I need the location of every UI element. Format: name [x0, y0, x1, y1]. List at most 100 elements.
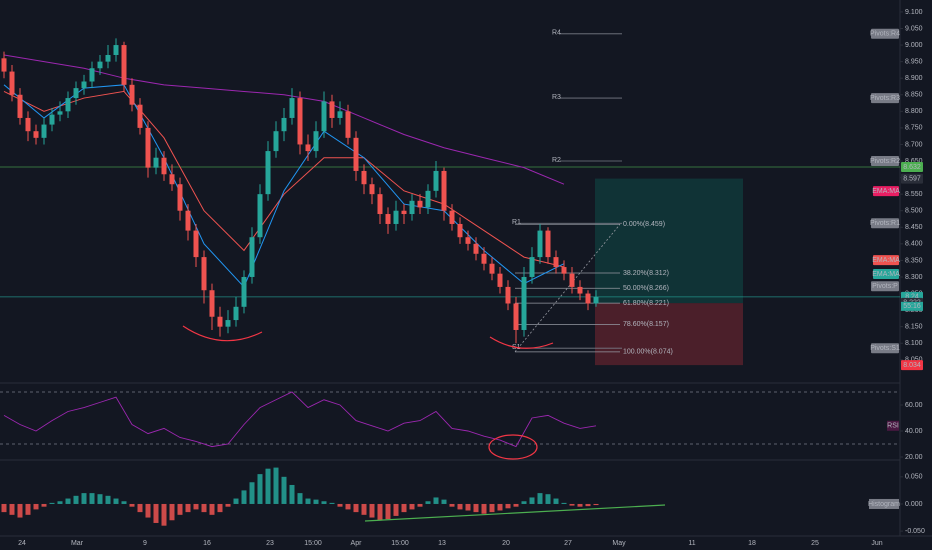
candle-body: [9, 71, 15, 95]
y-tick-label: 8.800: [905, 108, 923, 115]
annotation-arc: [489, 336, 554, 349]
countdown: 55:16: [903, 303, 921, 310]
hist-bar: [121, 501, 127, 504]
time-label: 15:00: [391, 540, 409, 547]
ema-badge: [873, 255, 899, 266]
candle-body: [273, 131, 279, 152]
time-label: 16: [203, 540, 211, 547]
candle-body: [345, 111, 351, 138]
candle-body: [121, 45, 127, 85]
price-badge-text: 8.597: [903, 175, 921, 182]
rsi-badge-text: RSI: [887, 423, 899, 430]
pivot-badge: [871, 93, 899, 104]
candle-body: [537, 230, 543, 258]
y-tick-label: 9.050: [905, 25, 923, 32]
y-tick-label: 8.400: [905, 241, 923, 248]
y-tick-label: 8.750: [905, 125, 923, 132]
time-label: 27: [564, 540, 572, 547]
time-label: 18: [748, 540, 756, 547]
candle-body: [129, 84, 135, 105]
candle-body: [305, 144, 311, 152]
pivot-badge: [871, 218, 899, 229]
candle-body: [401, 210, 407, 215]
candle-body: [289, 98, 295, 118]
fib-label: 100.00%(8.074): [623, 349, 673, 356]
hist-bar: [465, 503, 471, 511]
y-tick-label: 8.650: [905, 158, 923, 165]
candle-body: [193, 230, 199, 258]
hist-bar: [177, 503, 183, 515]
hist-bar: [585, 503, 591, 507]
candle-body: [297, 98, 303, 145]
candle-body: [409, 200, 415, 215]
hist-bar: [225, 503, 231, 507]
hist-bar: [161, 503, 167, 526]
candle-body: [185, 210, 191, 231]
candle-body: [33, 131, 39, 138]
candle-body: [465, 237, 471, 244]
ma-line: [3, 90, 565, 268]
pivot-name: R1: [512, 219, 521, 226]
y-tick-label: 9.000: [905, 42, 923, 49]
hist-bar: [305, 498, 311, 504]
y-tick-label: 8.350: [905, 257, 923, 264]
candle-body: [1, 58, 7, 72]
y-tick-label: 8.550: [905, 191, 923, 198]
y-tick-label: 8.450: [905, 224, 923, 231]
countdown-badge: [901, 301, 923, 311]
candle-body: [153, 157, 159, 168]
candle-body: [497, 273, 503, 287]
candle-body: [81, 81, 87, 89]
pivot-badge: [871, 281, 899, 292]
fib-trend: [514, 224, 621, 353]
y-tick-label: 8.300: [905, 274, 923, 281]
annotation-arc: [182, 325, 263, 342]
rsi-tick-label: 40.00: [905, 428, 923, 435]
ma-line: [3, 54, 565, 185]
pivot-badge: [871, 156, 899, 167]
hist-bar: [265, 468, 271, 504]
time-label: 24: [18, 540, 26, 547]
pivot-badge-text: Pivots:P: [872, 283, 898, 290]
hist-bar: [329, 502, 335, 504]
candle-body: [369, 184, 375, 195]
hist-bar: [73, 495, 79, 504]
candle-body: [457, 223, 463, 238]
hist-bar: [105, 495, 111, 504]
ema-badge: [873, 186, 899, 197]
candle-body: [49, 114, 55, 125]
candle-body: [161, 157, 167, 175]
candle-body: [105, 54, 111, 62]
candle-body: [57, 111, 63, 115]
hist-bar: [289, 484, 295, 504]
price-badge: [901, 173, 923, 184]
candle-body: [425, 190, 431, 208]
hist-bar: [569, 503, 575, 506]
hist-bar: [145, 503, 151, 518]
price-badge: [901, 161, 923, 172]
y-tick-label: 8.500: [905, 208, 923, 215]
time-label: Jun: [871, 540, 882, 547]
candle-body: [169, 174, 175, 185]
hist-bar: [505, 503, 511, 509]
price-badge-text: 8.034: [903, 362, 921, 369]
candle-body: [337, 111, 343, 118]
hist-bar: [89, 493, 95, 504]
hist-bar: [409, 503, 415, 510]
hist-bar: [313, 499, 319, 504]
time-label: May: [612, 540, 626, 547]
pivot-badge-text: Pivots:R4: [870, 31, 900, 38]
y-tick-label: 8.950: [905, 58, 923, 65]
hist-bar: [81, 493, 87, 504]
hist-bar: [561, 502, 567, 504]
candle-body: [473, 243, 479, 254]
candle-body: [513, 303, 519, 330]
hist-bar: [481, 503, 487, 514]
hist-tick-label: 0.000: [905, 501, 923, 508]
candle-body: [361, 170, 367, 185]
hist-bar: [153, 503, 159, 523]
hist-bar: [321, 501, 327, 504]
hist-bar: [361, 503, 367, 515]
hist-bar: [489, 503, 495, 513]
hist-bar: [433, 497, 439, 504]
